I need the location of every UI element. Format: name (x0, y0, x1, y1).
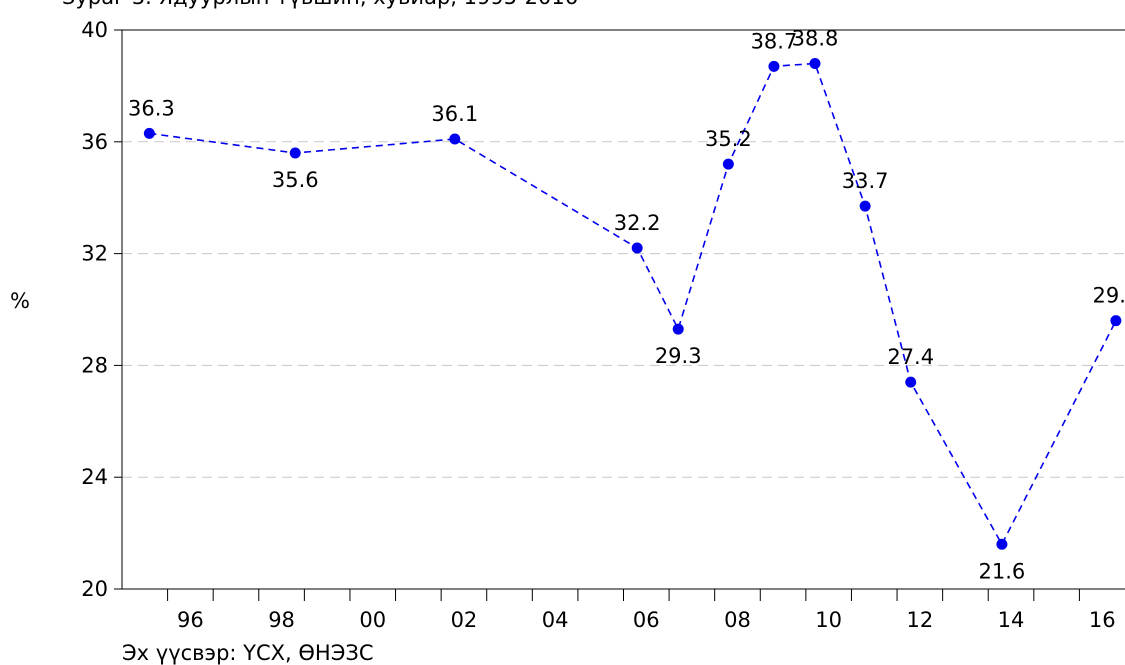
data-label: 33.7 (842, 169, 889, 193)
data-point (859, 200, 871, 212)
data-label: 29.6 (1092, 284, 1125, 308)
data-point (996, 538, 1008, 550)
data-label: 38.8 (792, 27, 839, 51)
data-label: 32.2 (614, 211, 661, 235)
source-note: Эх үүсвэр: ҮСХ, ӨНЭЗС (122, 641, 374, 665)
x-tick-label: 14 (998, 608, 1025, 632)
data-label: 21.6 (979, 559, 1026, 583)
data-label: 35.6 (272, 168, 319, 192)
series-line (149, 62, 1117, 546)
data-point (289, 147, 301, 159)
x-tick-label: 98 (268, 608, 295, 632)
x-tick-label: 10 (815, 608, 842, 632)
y-tick-label: 36 (81, 130, 108, 154)
data-point (722, 158, 734, 170)
x-tick-label: 12 (906, 608, 933, 632)
x-tick-label: 04 (542, 608, 569, 632)
data-label: 35.2 (705, 127, 752, 151)
data-label: 36.3 (128, 96, 175, 120)
x-tick-label: 16 (1089, 608, 1116, 632)
y-tick-label: 28 (81, 353, 108, 377)
x-tick-label: 00 (359, 608, 386, 632)
data-label: 38.7 (751, 29, 798, 53)
axes: 20 24 28 32 36 40 96 98 00 02 04 06 08 10 12 14 16 (81, 18, 1125, 632)
data-label: 29.3 (655, 344, 702, 368)
data-point (143, 127, 155, 139)
data-point (905, 376, 917, 388)
data-point (809, 58, 821, 70)
y-axis-label: % (10, 289, 30, 313)
data-point (449, 133, 461, 145)
x-tick-label: 96 (177, 608, 204, 632)
data-label: 36.1 (431, 102, 478, 126)
y-tick-label: 40 (81, 18, 108, 42)
data-point (768, 60, 780, 72)
data-point (672, 323, 684, 335)
data-points (143, 58, 1122, 550)
data-labels: 36.3 35.6 36.1 32.2 29.3 35.2 38.738.8 33.7 27.4… (128, 27, 1125, 584)
x-tick-label: 08 (724, 608, 751, 632)
y-tick-label: 32 (81, 242, 108, 266)
y-tick-label: 24 (81, 465, 108, 489)
x-tick-label: 02 (451, 608, 478, 632)
grid-lines (122, 141, 1125, 478)
x-tick-label: 06 (633, 608, 660, 632)
data-point (1110, 315, 1122, 327)
data-point (631, 242, 643, 254)
series-path (149, 62, 1117, 546)
data-label: 27.4 (887, 345, 934, 369)
chart-title: Зураг 3. Ядуурлын түвшин, хувиар, 1995-2… (62, 0, 578, 9)
y-tick-label: 20 (81, 577, 108, 601)
